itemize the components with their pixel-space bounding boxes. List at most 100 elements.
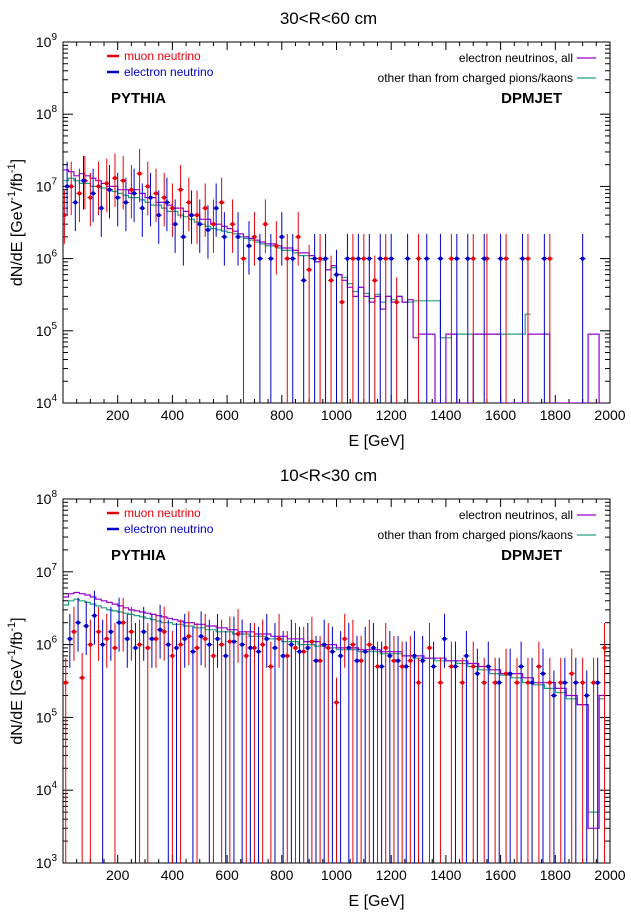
- data-point: [137, 642, 142, 647]
- y-tick-base: 10: [36, 637, 52, 653]
- data-point: [156, 213, 161, 218]
- data-point: [301, 649, 306, 654]
- x-tick-label: 200: [106, 407, 130, 423]
- data-point: [307, 267, 312, 272]
- y-tick-exp: 6: [51, 249, 57, 260]
- y-tick-label: 106: [36, 635, 58, 653]
- y-tick-label: 108: [36, 489, 58, 507]
- y-tick-exp: 4: [51, 780, 57, 791]
- y-tick-base: 10: [36, 34, 52, 50]
- data-point: [285, 256, 290, 261]
- data-point: [345, 256, 350, 261]
- data-point: [112, 645, 117, 650]
- data-point: [416, 256, 421, 261]
- data-point: [236, 631, 241, 636]
- data-point: [129, 629, 134, 634]
- data-point: [195, 213, 200, 218]
- y-tick-exp: 6: [51, 635, 57, 646]
- data-point: [63, 213, 67, 218]
- data-point: [394, 300, 399, 305]
- data-point: [223, 653, 228, 658]
- data-point: [525, 680, 530, 685]
- data-point: [318, 256, 323, 261]
- data-point: [190, 649, 195, 654]
- y-tick-exp: 5: [51, 707, 57, 718]
- data-point: [205, 227, 210, 232]
- x-tick-label: 1800: [540, 867, 571, 883]
- data-point: [178, 642, 183, 647]
- data-point: [301, 278, 306, 283]
- data-point: [504, 671, 509, 676]
- data-point: [252, 645, 257, 650]
- legend-label: other than from charged pions/kaons: [378, 71, 573, 85]
- y-tick-base: 10: [36, 178, 52, 194]
- y-tick-label: 103: [36, 853, 58, 871]
- data-point: [297, 649, 302, 654]
- data-point: [355, 658, 360, 663]
- data-point: [84, 624, 89, 629]
- data-point: [240, 642, 245, 647]
- data-point: [256, 649, 261, 654]
- data-point: [346, 645, 351, 650]
- data-point: [569, 671, 574, 676]
- x-tick-label: 400: [161, 867, 185, 883]
- x-tick-label: 1200: [376, 867, 407, 883]
- data-point: [281, 653, 286, 658]
- data-point: [104, 636, 109, 641]
- series-other-than-from-charged-pions-kaons: [63, 177, 531, 339]
- data-point: [170, 653, 175, 658]
- legend-label: muon neutrino: [124, 49, 201, 63]
- data-point: [482, 680, 487, 685]
- data-point: [361, 256, 366, 261]
- data-point: [334, 700, 339, 705]
- data-point: [464, 653, 469, 658]
- data-point: [486, 664, 491, 669]
- y-label-part: /fb: [9, 632, 26, 650]
- data-point: [164, 200, 169, 205]
- y-tick-label: 105: [36, 707, 58, 725]
- data-point: [67, 636, 72, 641]
- data-point: [145, 645, 150, 650]
- data-point: [215, 636, 220, 641]
- data-point: [285, 653, 290, 658]
- data-point: [329, 278, 334, 283]
- data-point: [211, 222, 216, 227]
- y-tick-base: 10: [36, 709, 52, 725]
- data-point: [375, 664, 380, 669]
- data-point: [595, 680, 600, 685]
- data-point: [241, 256, 246, 261]
- data-point: [117, 620, 122, 625]
- y-label-part: dN/dE [GeV: [9, 659, 26, 745]
- data-point: [88, 642, 93, 647]
- y-tick-exp: 7: [51, 176, 57, 187]
- data-point: [387, 653, 392, 658]
- data-point: [580, 680, 585, 685]
- y-tick-label: 104: [36, 780, 58, 798]
- data-point: [454, 256, 459, 261]
- data-point: [420, 658, 425, 663]
- data-point: [115, 195, 120, 200]
- data-point: [222, 234, 227, 239]
- data-point: [293, 645, 298, 650]
- y-tick-label: 104: [36, 393, 58, 411]
- y-label-part: -1: [6, 163, 18, 173]
- data-point: [252, 234, 257, 239]
- data-point: [378, 256, 383, 261]
- data-point: [416, 680, 421, 685]
- data-point: [530, 680, 535, 685]
- data-point: [573, 680, 578, 685]
- y-tick-label: 108: [36, 104, 58, 122]
- data-point: [88, 195, 93, 200]
- x-tick-label: 1800: [540, 407, 571, 423]
- data-point: [313, 658, 318, 663]
- y-label-part: -1: [6, 191, 18, 201]
- x-tick-label: 1000: [321, 407, 352, 423]
- data-point: [525, 256, 530, 261]
- data-point: [162, 195, 167, 200]
- data-point: [181, 234, 186, 239]
- series-electron-neutrino: [66, 590, 601, 863]
- data-point: [173, 222, 178, 227]
- x-tick-label: 1400: [430, 867, 461, 883]
- data-point: [257, 256, 262, 261]
- data-point: [350, 256, 355, 261]
